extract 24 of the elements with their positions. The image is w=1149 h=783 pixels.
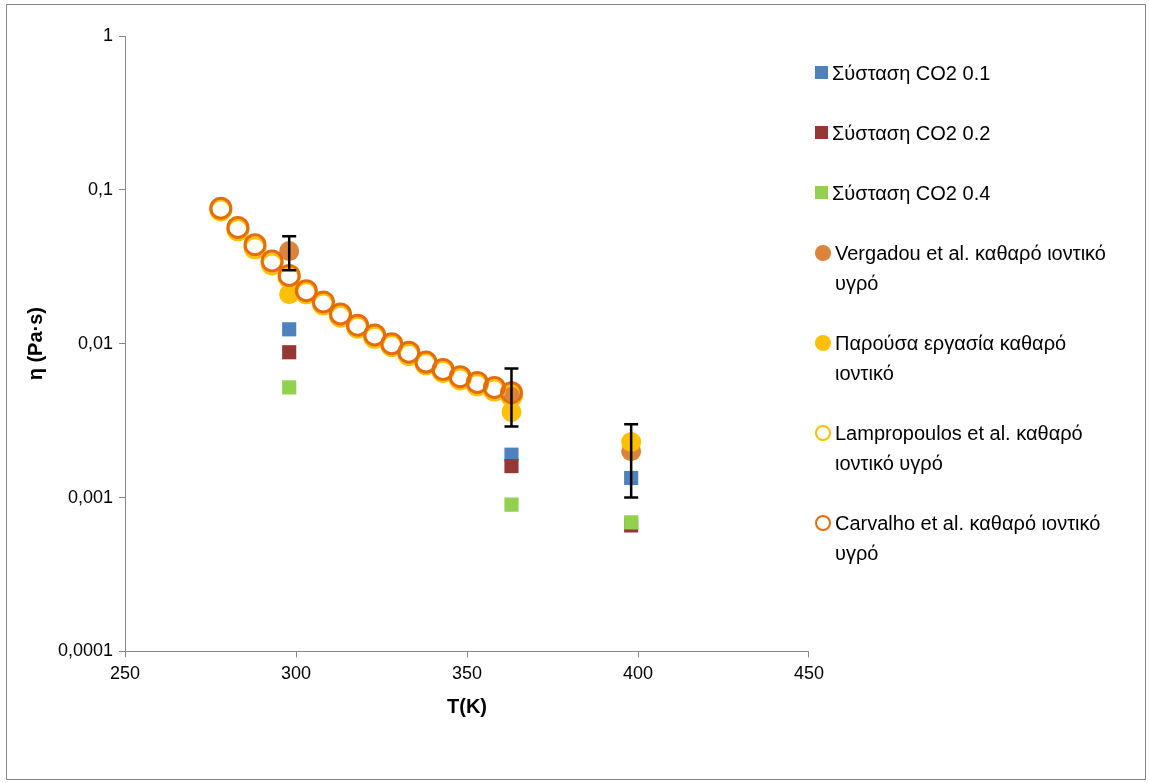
- y-tick-label: 1: [103, 24, 114, 45]
- x-tick-label: 450: [793, 663, 825, 684]
- y-tick-label: 0,0001: [57, 640, 114, 661]
- point: [282, 345, 297, 360]
- legend-label: Carvalho et al. καθαρό ιοντικό υγρό: [835, 511, 1102, 566]
- legend-label: Σύσταση CO2 0.4: [832, 181, 991, 206]
- point: [282, 322, 297, 337]
- legend-label: Vergadou et al. καθαρό ιοντικό υγρό: [835, 241, 1107, 296]
- x-tick-label: 250: [110, 663, 141, 684]
- x-tick-label: 300: [281, 663, 312, 684]
- y-axis-title: η (Pa·s): [23, 307, 46, 381]
- x-axis-title: T(K): [447, 694, 488, 717]
- point: [504, 497, 519, 512]
- legend-label: Παρούσα εργασία καθαρό ιοντικό: [835, 331, 1068, 386]
- legend-label: Lampropoulos et al. καθαρό ιοντικό υγρό: [835, 421, 1084, 476]
- legend-label: Σύσταση CO2 0.1: [832, 61, 991, 86]
- x-tick-label: 350: [452, 663, 483, 684]
- y-tick-label: 0,01: [78, 332, 114, 353]
- y-tick-label: 0,1: [88, 178, 114, 199]
- point: [282, 380, 297, 395]
- y-tick-label: 0,001: [68, 486, 114, 507]
- point: [504, 459, 519, 474]
- legend-label: Σύσταση CO2 0.2: [832, 121, 991, 146]
- x-tick-label: 400: [622, 663, 654, 684]
